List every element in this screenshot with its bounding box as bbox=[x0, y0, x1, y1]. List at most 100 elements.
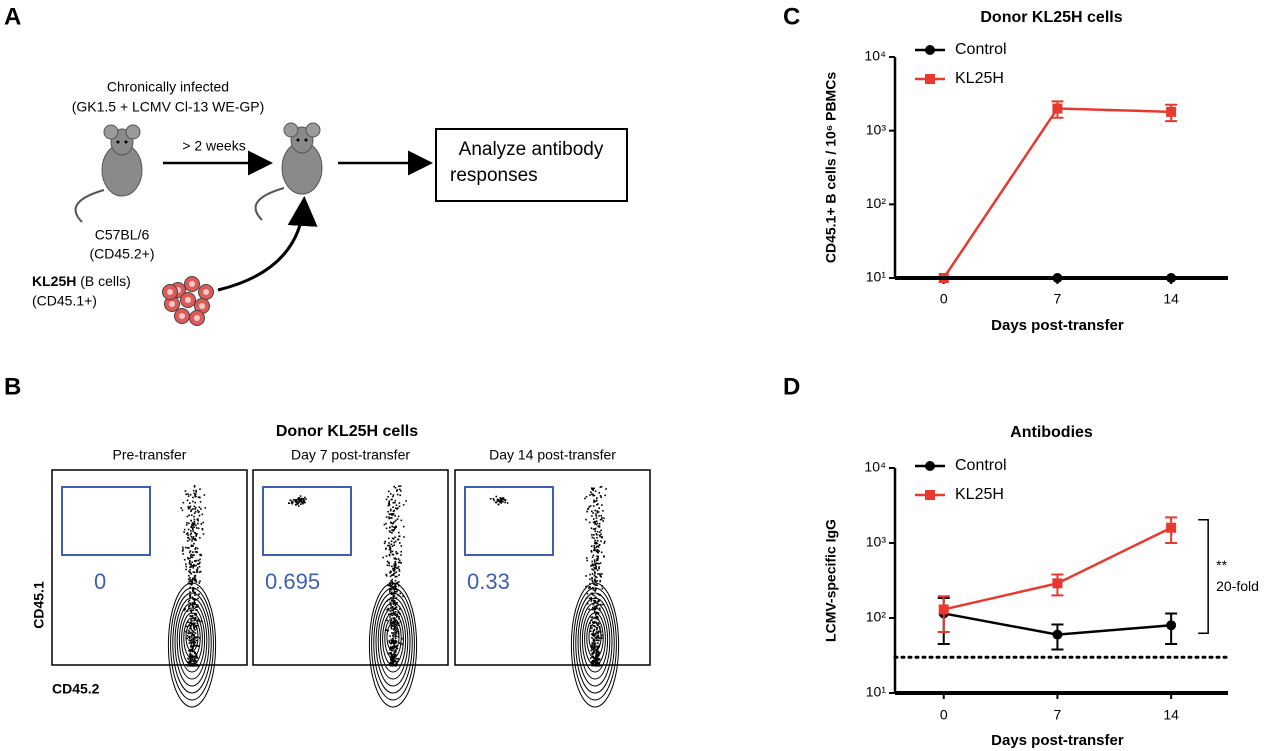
event-dot bbox=[593, 549, 595, 552]
event-dot bbox=[198, 514, 201, 517]
event-dot bbox=[193, 520, 196, 523]
event-dot bbox=[495, 501, 497, 504]
event-dot bbox=[191, 619, 193, 622]
event-dot bbox=[292, 501, 294, 503]
event-dot bbox=[591, 560, 593, 563]
event-dot bbox=[591, 577, 593, 579]
flow-plot-title: Day 7 post-transfer bbox=[291, 447, 410, 463]
mouse-icon bbox=[254, 122, 323, 221]
event-dot bbox=[393, 595, 396, 597]
event-dot bbox=[595, 659, 598, 662]
event-dot bbox=[599, 535, 601, 538]
event-dot bbox=[289, 499, 292, 501]
event-dot bbox=[597, 653, 599, 655]
event-dot bbox=[392, 640, 395, 642]
event-dot bbox=[393, 661, 396, 663]
event-dot bbox=[598, 507, 600, 509]
event-dot bbox=[594, 571, 596, 573]
event-dot bbox=[194, 651, 196, 654]
event-dot bbox=[391, 599, 393, 601]
event-dot bbox=[391, 525, 393, 528]
event-dot bbox=[189, 635, 191, 638]
event-dot bbox=[394, 655, 396, 658]
event-dot bbox=[586, 592, 589, 595]
event-dot bbox=[394, 629, 397, 632]
event-dot bbox=[596, 504, 598, 506]
y-tick-label: 10² bbox=[866, 609, 887, 625]
event-dot bbox=[397, 624, 400, 627]
event-dot bbox=[390, 639, 392, 641]
flow-plot-title: Pre-transfer bbox=[113, 447, 187, 463]
y-tick-label: 10³ bbox=[866, 121, 887, 137]
event-dot bbox=[187, 557, 189, 559]
event-dot bbox=[395, 641, 398, 644]
event-dot bbox=[594, 659, 597, 662]
event-dot bbox=[390, 550, 392, 552]
event-dot bbox=[597, 612, 600, 614]
event-dot bbox=[396, 589, 399, 591]
event-dot bbox=[193, 631, 195, 633]
event-dot bbox=[598, 566, 600, 568]
contour bbox=[178, 607, 206, 673]
event-dot bbox=[194, 578, 196, 580]
event-dot bbox=[182, 548, 184, 551]
event-dot bbox=[391, 553, 394, 556]
event-dot bbox=[600, 664, 602, 667]
event-dot bbox=[600, 514, 602, 517]
event-dot bbox=[499, 500, 502, 502]
event-dot bbox=[395, 611, 397, 613]
event-dot bbox=[391, 513, 394, 515]
event-dot bbox=[193, 563, 195, 566]
event-dot bbox=[392, 656, 394, 658]
event-dot bbox=[390, 659, 392, 662]
event-dot bbox=[595, 605, 597, 608]
event-dot bbox=[383, 523, 386, 526]
event-dot bbox=[400, 554, 402, 556]
contour bbox=[379, 607, 407, 673]
event-dot bbox=[192, 637, 195, 639]
event-dot bbox=[594, 528, 596, 530]
x-tick-label: 0 bbox=[940, 707, 948, 723]
event-dot bbox=[393, 643, 395, 645]
event-dot bbox=[400, 545, 403, 547]
event-dot bbox=[599, 495, 602, 497]
event-dot bbox=[197, 665, 200, 667]
event-dot bbox=[193, 622, 195, 624]
event-dot bbox=[399, 608, 401, 610]
event-dot bbox=[393, 624, 396, 626]
event-dot bbox=[195, 625, 198, 627]
event-dot bbox=[185, 565, 187, 568]
event-dot bbox=[397, 515, 400, 518]
event-dot bbox=[603, 517, 605, 520]
legend-label: Control bbox=[955, 457, 1007, 474]
interval-label: > 2 weeks bbox=[182, 138, 245, 154]
event-dot bbox=[595, 639, 598, 642]
event-dot bbox=[597, 622, 600, 624]
event-dot bbox=[389, 572, 391, 574]
event-dot bbox=[602, 603, 604, 606]
event-dot bbox=[193, 634, 195, 636]
event-dot bbox=[393, 629, 395, 631]
event-dot bbox=[597, 559, 599, 561]
event-dot bbox=[591, 661, 593, 663]
event-dot bbox=[591, 510, 593, 513]
charts: Donor KL25H cells CD45.1+ B cells / 10⁶ P… bbox=[823, 9, 1259, 749]
event-dot bbox=[193, 571, 196, 574]
event-dot bbox=[388, 613, 390, 616]
event-dot bbox=[192, 508, 194, 510]
event-dot bbox=[601, 573, 603, 575]
event-dot bbox=[301, 498, 303, 500]
event-dot bbox=[589, 578, 591, 580]
event-dot bbox=[192, 496, 194, 499]
event-dot bbox=[592, 659, 595, 662]
event-dot bbox=[600, 518, 603, 521]
event-dot bbox=[192, 536, 195, 538]
event-dot bbox=[594, 542, 596, 545]
event-dot bbox=[193, 522, 196, 525]
event-dot bbox=[594, 578, 596, 581]
event-dot bbox=[591, 556, 594, 558]
event-dot bbox=[596, 534, 598, 536]
event-dot bbox=[595, 523, 598, 526]
event-dot bbox=[594, 611, 596, 614]
strain-label: C57BL/6 bbox=[95, 227, 150, 243]
